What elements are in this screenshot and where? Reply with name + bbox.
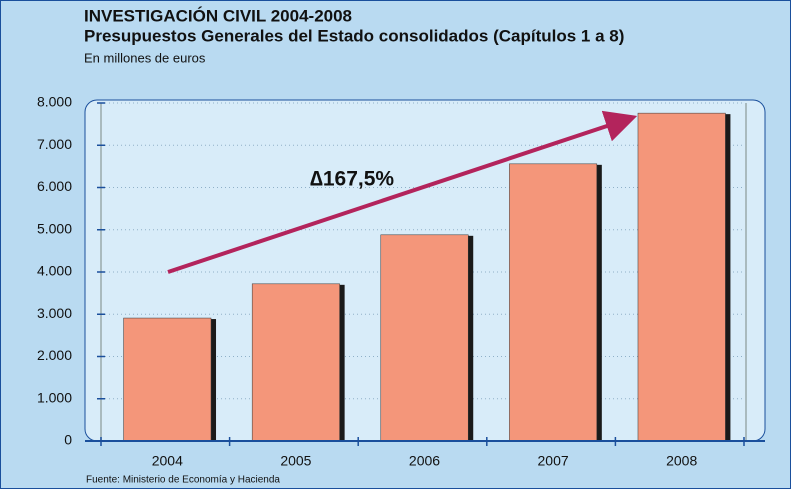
bar: [251, 283, 340, 442]
chart-subtitle: Presupuestos Generales del Estado consol…: [84, 26, 624, 45]
bar: [509, 163, 598, 442]
x-tick-label: 2004: [152, 453, 183, 469]
x-tick-label: 2007: [538, 453, 569, 469]
bar: [637, 112, 726, 442]
y-tick-label: 2.000: [37, 347, 72, 363]
y-tick-label: 0: [64, 432, 72, 448]
y-tick-label: 1.000: [37, 389, 72, 405]
x-tick-label: 2006: [409, 453, 440, 469]
bar: [123, 317, 212, 442]
x-tick-label: 2008: [666, 453, 697, 469]
y-tick-label: 4.000: [37, 263, 72, 279]
annotation: ∆167,5%: [310, 168, 394, 191]
trend-arrow: [167, 110, 638, 274]
source: Fuente: Ministerio de Economía y Haciend…: [86, 475, 280, 486]
y-tick-label: 8.000: [37, 94, 72, 110]
bar: [380, 234, 469, 442]
y-axis-label: En millones de euros: [84, 50, 206, 65]
chart-title: INVESTIGACIÓN CIVIL 2004-2008: [84, 6, 352, 25]
x-tick-label: 2005: [280, 453, 311, 469]
y-tick-label: 3.000: [37, 305, 72, 321]
y-tick-label: 6.000: [37, 178, 72, 194]
y-tick-label: 7.000: [37, 136, 72, 152]
y-tick-label: 5.000: [37, 220, 72, 236]
